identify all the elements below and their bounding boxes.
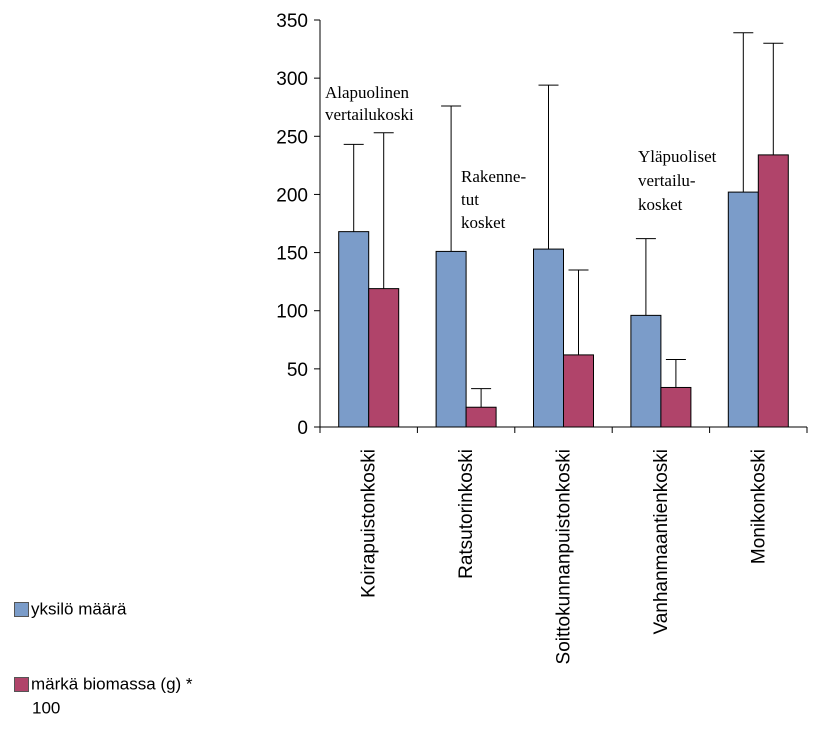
legend-swatch-count: [14, 602, 29, 618]
chart-bars: [338, 154, 789, 428]
legend-label-biomass-cont: 100: [32, 698, 61, 718]
bar-biomass-1: [465, 406, 497, 428]
bar-count-1: [435, 250, 467, 428]
y-tick-label: 200: [276, 185, 308, 206]
y-tick-label: 150: [276, 244, 308, 265]
annotation-2-line-2: kosket: [638, 195, 683, 214]
legend: yksilö määrä märkä biomassa (g) * 100: [14, 596, 193, 722]
bar-count-2: [533, 248, 564, 428]
legend-entry-count: yksilö määrä: [14, 596, 193, 623]
category-label-3: Vanhanmaantienkoski: [651, 449, 672, 635]
legend-entry-biomass: märkä biomassa (g) *: [14, 671, 193, 698]
legend-label-count: yksilö määrä: [31, 599, 127, 619]
bar-count-4: [727, 191, 759, 428]
annotation-2-line-1: vertailu-: [638, 171, 696, 190]
annotation-1-line-2: kosket: [461, 213, 506, 232]
chart-y-ticks: 0 50 100 150 200 250 300 350: [276, 11, 320, 439]
chart-annotations: Alapuolinen vertailukoski Rakenne-tut koske…: [325, 83, 717, 232]
bar-count-3: [630, 314, 662, 428]
legend-swatch-biomass: [14, 676, 29, 692]
category-label-2: Soittokunnanpuistonkoski: [554, 449, 575, 664]
chart-error-bars: [343, 32, 784, 408]
category-label-1: Ratsutorinkoski: [456, 449, 477, 579]
category-label-0: Koirapuistonkoski: [359, 449, 380, 598]
y-tick-label: 0: [297, 418, 308, 439]
bar-count-0: [338, 231, 370, 428]
y-tick-label: 350: [276, 11, 308, 32]
legend-label-biomass: märkä biomassa (g) *: [31, 674, 193, 694]
annotation-0-line-1: vertailukoski: [325, 105, 414, 124]
legend-entry-biomass-cont: 100: [14, 695, 193, 722]
annotation-1-line-0: Rakenne-: [461, 167, 526, 186]
bar-biomass-2: [563, 354, 594, 428]
y-tick-label: 100: [276, 302, 308, 323]
bar-biomass-3: [660, 386, 692, 428]
y-tick-label: 50: [287, 360, 308, 381]
bar-biomass-4: [757, 154, 789, 428]
annotation-1-line-1: tut: [461, 190, 479, 209]
chart-category-labels: Koirapuistonkoski Ratsutorinkoski Soittoku…: [359, 449, 770, 664]
y-tick-label: 300: [276, 69, 308, 90]
y-tick-label: 250: [276, 127, 308, 148]
annotation-2-line-0: Yläpuoliset: [638, 147, 717, 166]
bar-biomass-0: [368, 288, 400, 428]
annotation-0-line-0: Alapuolinen: [325, 83, 410, 102]
category-label-4: Monikonkoski: [748, 449, 769, 564]
